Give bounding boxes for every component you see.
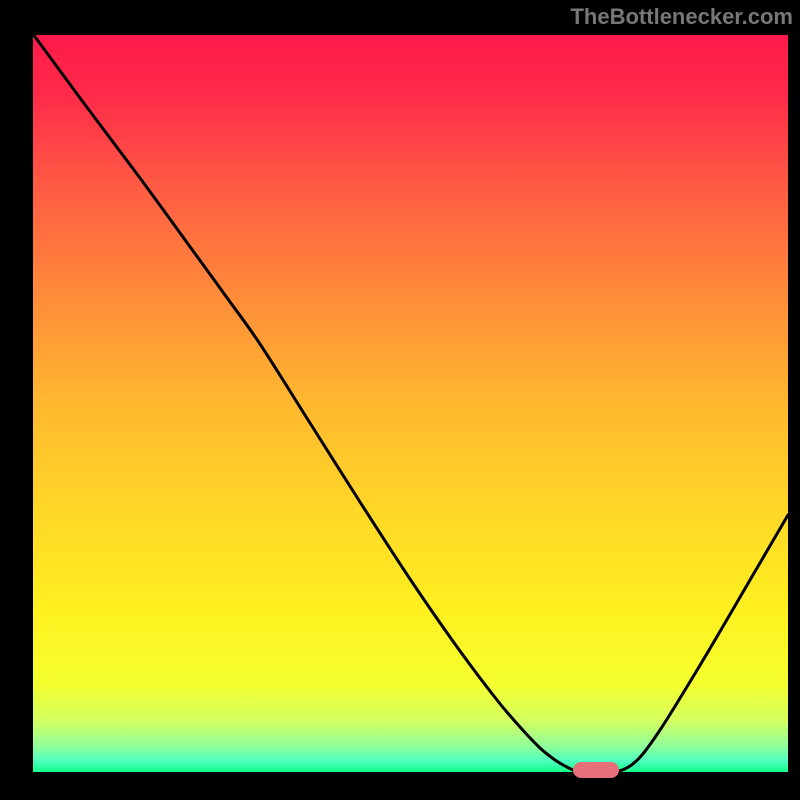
chart-container: { "canvas": { "width": 800, "height": 80… (0, 0, 800, 800)
bottleneck-curve (0, 0, 800, 800)
curve-path (33, 34, 788, 772)
optimal-point-marker (573, 762, 619, 778)
watermark-text: TheBottlenecker.com (570, 4, 793, 30)
